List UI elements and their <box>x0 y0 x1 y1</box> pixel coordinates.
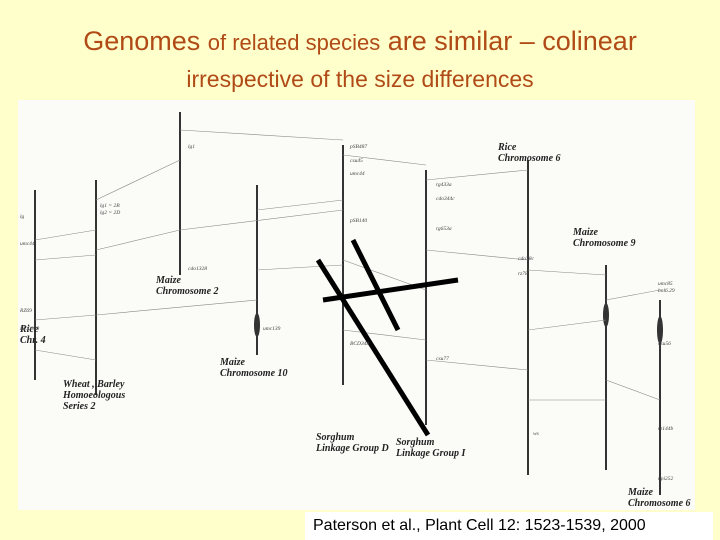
chromosome-label: Chromosome 6 <box>498 153 561 164</box>
chromosome-label: Linkage Group I <box>395 448 467 459</box>
centromere <box>603 303 609 327</box>
marker-label: rg433a <box>436 181 452 188</box>
marker-label: ws <box>533 431 539 437</box>
marker-label: csu56 <box>658 341 671 347</box>
centromere <box>657 316 663 344</box>
marker-label: npi252 <box>658 476 674 482</box>
chromosome-label: Chromosome 2 <box>156 286 219 297</box>
marker-label: lg1 = 2B <box>100 203 120 209</box>
figure: Rice Chr. 4 Wheat , Barley Homoeologous Seri… <box>18 100 695 510</box>
chromosome-label: Homoeologous <box>62 390 125 401</box>
chromosome-label: Rice <box>497 142 517 153</box>
citation: Paterson et al., Plant Cell 12: 1523-153… <box>305 512 713 540</box>
bold-link <box>322 277 459 303</box>
chromosome-label: Series 2 <box>63 401 96 412</box>
marker-label: bnl6.29 <box>658 288 675 294</box>
chromosome-label: Chromosome 10 <box>220 368 288 379</box>
bold-link <box>315 258 431 437</box>
title-part: of related species <box>207 30 381 55</box>
chromosome-label: Rice <box>19 324 39 335</box>
chromosome-label: Sorghum <box>396 437 435 448</box>
links <box>34 129 661 401</box>
chromosome-label: Maize <box>627 487 654 498</box>
marker-label: umc139 <box>263 326 281 332</box>
chromosome-label: Chromosome 9 <box>573 238 636 249</box>
marker-label: umc44 <box>350 170 365 177</box>
title-part: Genomes <box>83 26 201 56</box>
marker-label: rg653a <box>436 226 452 232</box>
subtitle: irrespective of the size differences <box>186 66 534 92</box>
marker-label: rz144b <box>658 425 674 432</box>
centromere <box>254 313 260 337</box>
chromosome-label: Maize <box>219 357 246 368</box>
marker-label: umc85 <box>658 281 673 287</box>
marker-label: RZ69 <box>19 308 32 314</box>
marker-label: lg2 = 2D <box>100 210 120 216</box>
chromosome-label: Chromosome 6 <box>628 498 691 509</box>
marker-label: cdo78c <box>518 256 534 262</box>
marker-label: BCD348 <box>350 340 370 347</box>
chromosome-label: Maize <box>572 227 599 238</box>
chromosome-label: Wheat , Barley <box>63 379 125 390</box>
marker-label: csu77 <box>436 356 449 362</box>
cross-links <box>315 238 459 437</box>
marker-label: pSB487 <box>349 143 367 150</box>
bold-link <box>350 238 401 332</box>
marker-label: umc44 <box>20 240 35 247</box>
chromosome-label: Maize <box>155 275 182 286</box>
marker-label: BCD348 <box>20 325 40 332</box>
marker-label: lg <box>20 214 25 220</box>
marker-label: rz78 <box>518 271 528 277</box>
marker-label: cdo344c <box>436 195 455 202</box>
title: Genomes of related species are similar –… <box>0 26 720 57</box>
marker-label: cdo1328 <box>188 266 207 272</box>
marker-label: csu45 <box>350 157 363 164</box>
chromosome-label: Linkage Group D <box>315 443 389 454</box>
chromosome-label: Chr. 4 <box>20 335 46 346</box>
marker-label: lg1 <box>188 144 195 150</box>
marker-label: pSB140 <box>349 217 367 224</box>
title-part: are similar – colinear <box>387 26 637 56</box>
chromosome-label: Sorghum <box>316 432 355 443</box>
